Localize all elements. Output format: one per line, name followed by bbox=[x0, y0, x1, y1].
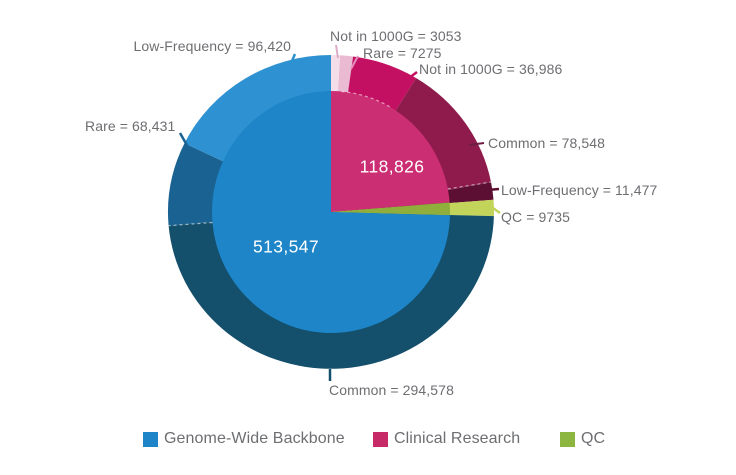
segment-separator-1 bbox=[168, 221, 213, 227]
callout-low-frequency-11477: Low-Frequency = 11,477 bbox=[501, 182, 658, 198]
inner-value-genome-wide-backbone: 513,547 bbox=[252, 236, 320, 257]
legend-swatch-green bbox=[560, 431, 575, 447]
legend-item-clinical-research: Clinical Research bbox=[373, 430, 520, 448]
legend-item-genome-wide-backbone: Genome-Wide Backbone bbox=[143, 430, 345, 448]
leader-low-frequency-96420 bbox=[286, 53, 297, 71]
legend-label: Clinical Research bbox=[394, 430, 521, 447]
leader-not-in-1000g-36986 bbox=[404, 71, 418, 82]
legend-swatch-blue bbox=[143, 431, 158, 447]
legend-label: QC bbox=[581, 430, 606, 447]
callout-not-in-1000g-3053: Not in 1000G = 3053 bbox=[330, 28, 462, 44]
leader-qc-9735 bbox=[485, 201, 501, 215]
callout-qc-9735: QC = 9735 bbox=[501, 209, 570, 225]
segment-separator-0 bbox=[447, 181, 492, 190]
callout-rare-7275: Rare = 7275 bbox=[363, 45, 442, 61]
callout-common-294578: Common = 294,578 bbox=[329, 382, 454, 398]
inner-slice-clinical-research bbox=[331, 91, 450, 212]
callout-rare-68431: Rare = 68,431 bbox=[85, 118, 176, 134]
leader-common-78548 bbox=[468, 142, 485, 146]
legend-swatch-magenta bbox=[373, 431, 388, 447]
callout-common-78548: Common = 78,548 bbox=[488, 135, 606, 151]
legend-label: Genome-Wide Backbone bbox=[164, 430, 345, 447]
inner-slice-qc bbox=[331, 202, 451, 216]
leader-rare-68431 bbox=[178, 132, 190, 148]
callout-low-frequency-96420: Low-Frequency = 96,420 bbox=[133, 38, 291, 54]
leader-rare-7275 bbox=[350, 55, 359, 70]
inner-value-clinical-research: 118,826 bbox=[359, 156, 425, 177]
inner-slice-genome-wide-backbone bbox=[212, 91, 450, 333]
segment-separator-2 bbox=[341, 90, 393, 109]
leader-not-in-1000g-3053 bbox=[335, 44, 339, 59]
callout-not-in-1000g-36986: Not in 1000G = 36,986 bbox=[419, 61, 563, 77]
leader-low-frequency-11477 bbox=[486, 187, 500, 192]
legend-item-qc: QC bbox=[560, 430, 605, 448]
